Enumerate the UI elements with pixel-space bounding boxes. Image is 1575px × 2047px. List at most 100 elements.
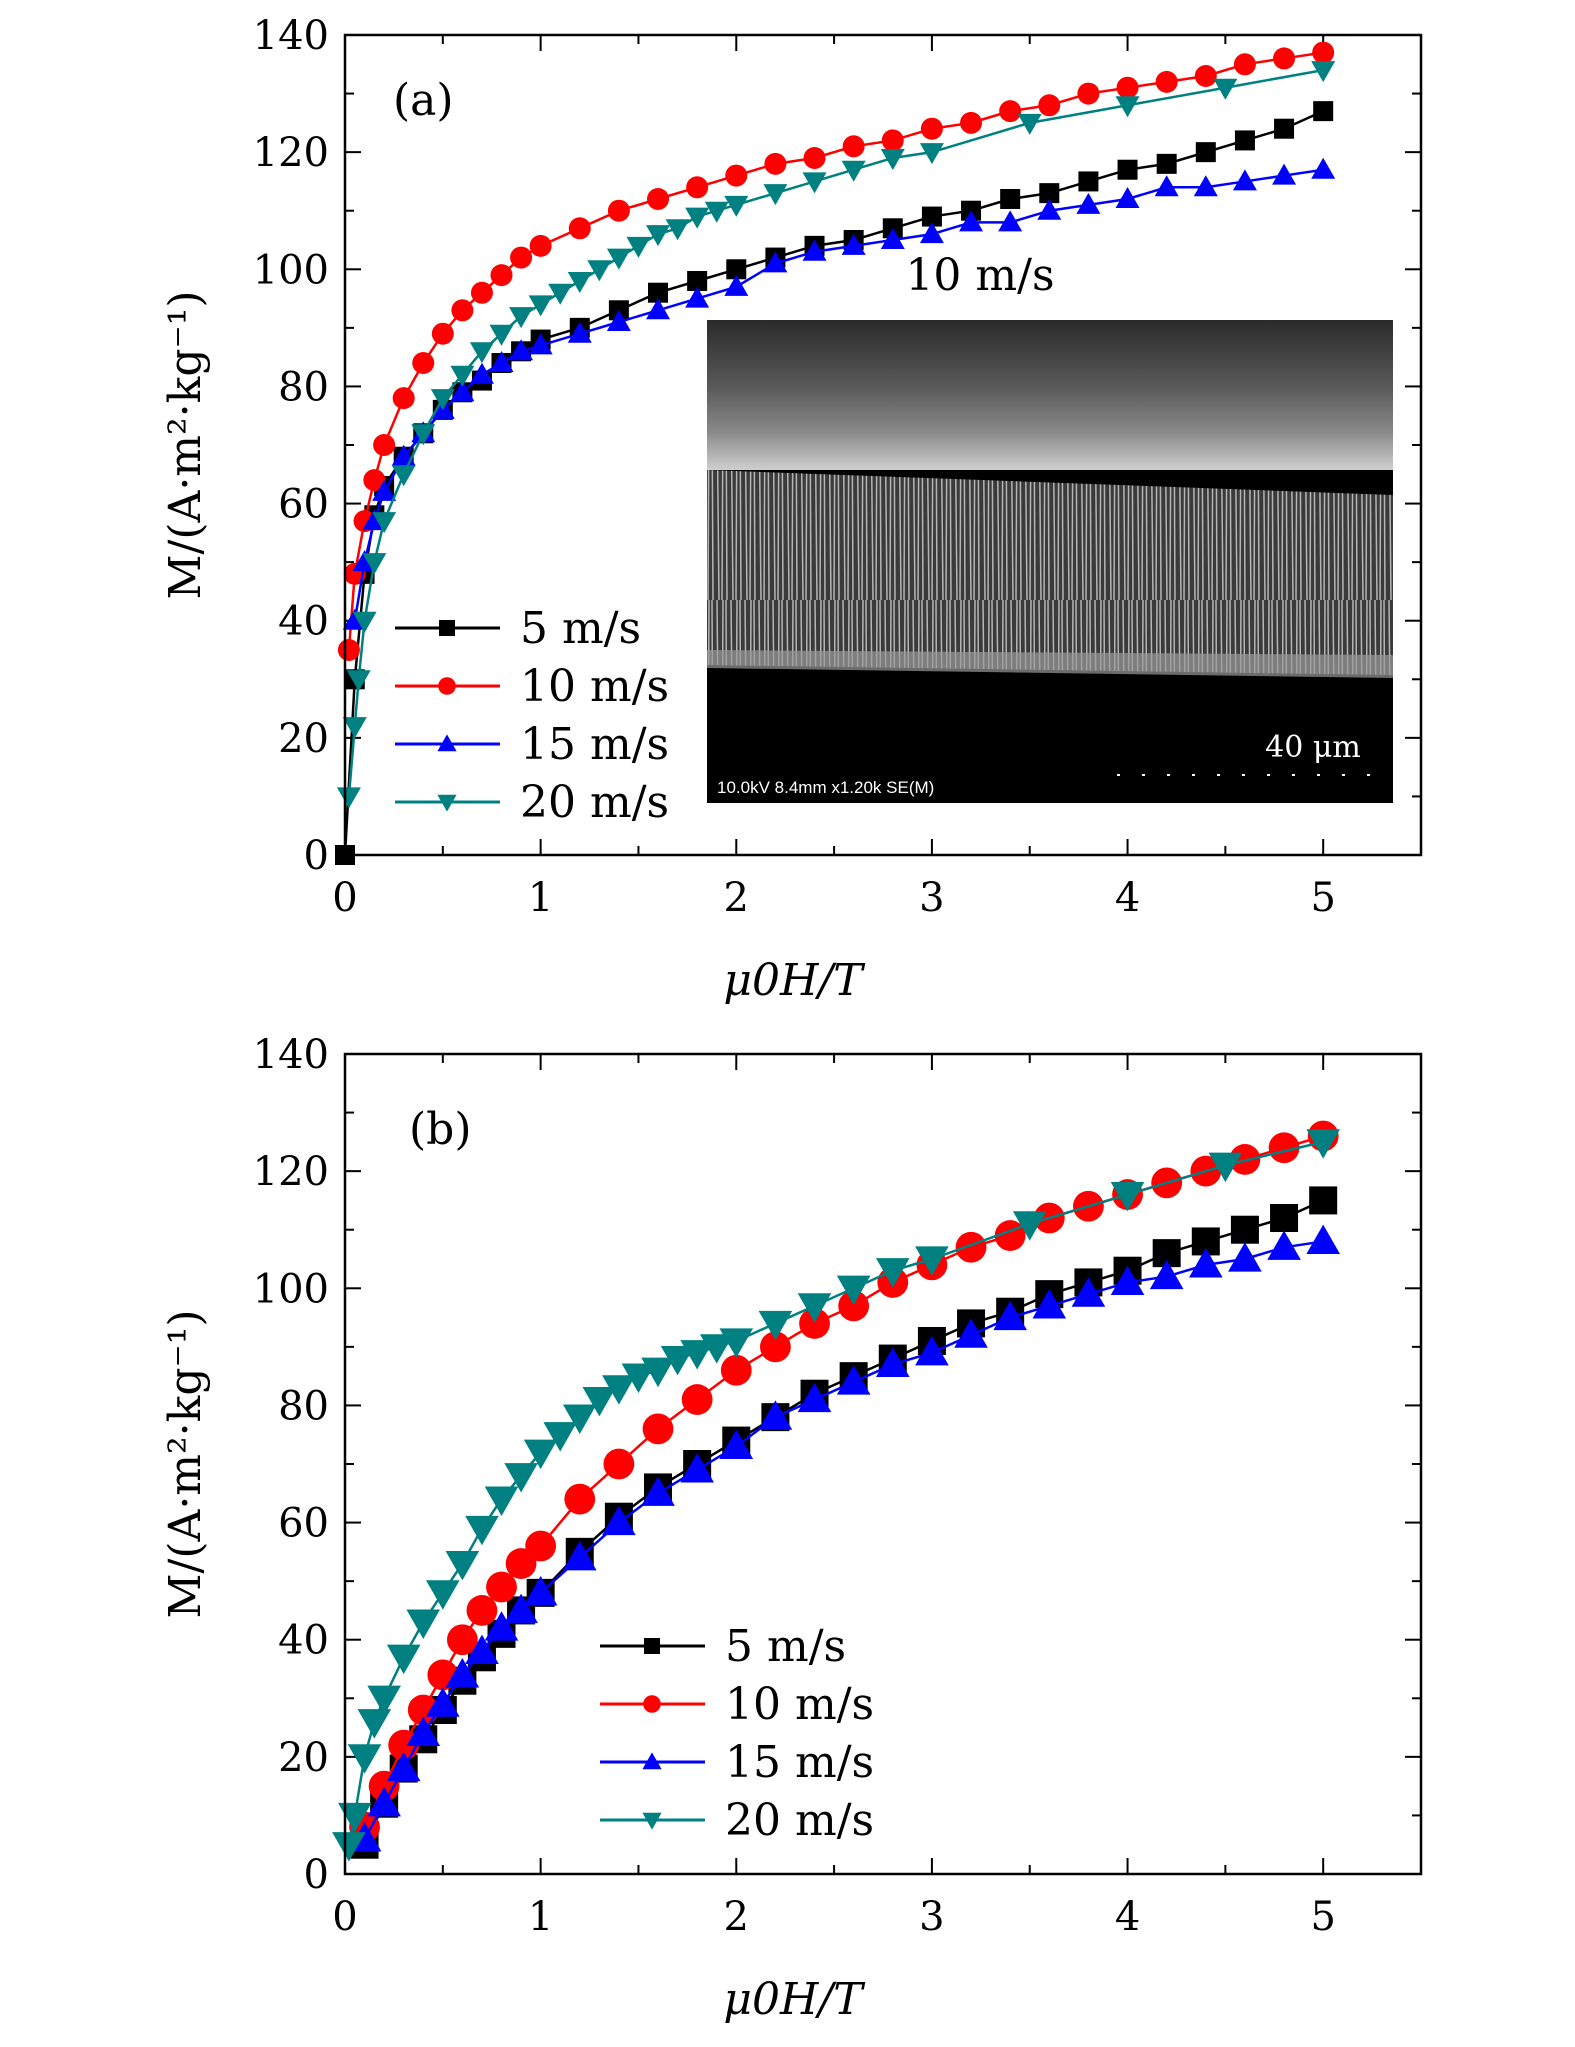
data-point bbox=[486, 1571, 517, 1603]
series-3 bbox=[332, 1129, 1340, 1862]
data-point bbox=[568, 217, 591, 240]
data-point bbox=[445, 1550, 480, 1581]
data-point bbox=[587, 260, 612, 282]
y-tick-label: 20 bbox=[278, 716, 329, 762]
y-tick-label: 20 bbox=[278, 1735, 329, 1781]
y-tick-label: 100 bbox=[253, 247, 329, 293]
data-point bbox=[1110, 1181, 1145, 1212]
data-point bbox=[346, 670, 371, 692]
data-point bbox=[799, 1308, 830, 1339]
legend-marker bbox=[437, 794, 457, 812]
data-point bbox=[567, 272, 592, 293]
data-point bbox=[881, 129, 904, 152]
data-point bbox=[504, 1463, 538, 1493]
plot-frame bbox=[343, 33, 1423, 857]
y-tick-label: 140 bbox=[253, 13, 329, 59]
data-point bbox=[1077, 82, 1100, 105]
data-point bbox=[764, 152, 787, 175]
legend-marker bbox=[642, 1812, 662, 1830]
data-point bbox=[1155, 70, 1178, 93]
y-tick-label: 60 bbox=[278, 482, 329, 528]
data-point bbox=[797, 1293, 832, 1323]
data-point bbox=[959, 210, 984, 232]
y-tick-label: 120 bbox=[253, 1149, 329, 1195]
data-point bbox=[919, 222, 944, 244]
data-point bbox=[1233, 53, 1256, 76]
data-point bbox=[1037, 198, 1062, 220]
data-point bbox=[646, 225, 671, 247]
y-tick-label: 120 bbox=[253, 130, 329, 176]
data-point bbox=[1071, 1277, 1106, 1307]
data-point bbox=[1076, 192, 1101, 214]
data-point bbox=[510, 246, 533, 269]
data-point bbox=[603, 1448, 635, 1480]
data-point bbox=[646, 298, 671, 320]
data-point bbox=[1208, 1152, 1243, 1183]
data-point bbox=[525, 1530, 557, 1562]
data-point bbox=[1012, 1211, 1047, 1241]
data-point bbox=[880, 149, 905, 170]
data-point bbox=[504, 1593, 538, 1624]
data-point bbox=[797, 1382, 832, 1413]
data-point bbox=[430, 389, 455, 411]
data-point bbox=[367, 1685, 401, 1716]
data-point bbox=[1311, 61, 1336, 83]
data-point bbox=[337, 639, 360, 661]
y-tick-label: 0 bbox=[304, 1852, 329, 1898]
data-point bbox=[392, 387, 415, 410]
data-point bbox=[450, 380, 475, 402]
data-point bbox=[1032, 1289, 1067, 1319]
data-point bbox=[665, 219, 690, 241]
legend-label: 20 m/s bbox=[520, 777, 669, 828]
series-1 bbox=[337, 41, 1335, 661]
data-point bbox=[998, 210, 1023, 232]
data-point bbox=[763, 184, 788, 206]
data-point bbox=[406, 1609, 441, 1639]
data-point bbox=[720, 1354, 752, 1386]
data-point bbox=[1306, 1224, 1340, 1255]
data-point bbox=[1193, 175, 1218, 197]
data-point bbox=[386, 1751, 421, 1782]
series-1 bbox=[349, 1120, 1339, 1843]
inset-title: 10 m/s bbox=[905, 250, 1054, 301]
data-point bbox=[641, 1357, 675, 1388]
data-point bbox=[509, 339, 534, 361]
legend-label: 5 m/s bbox=[520, 603, 641, 654]
data-point bbox=[386, 1644, 421, 1675]
x-tick-label: 1 bbox=[528, 875, 553, 921]
data-point bbox=[758, 1310, 793, 1341]
x-tick-label: 2 bbox=[724, 875, 749, 921]
data-point bbox=[1110, 1265, 1145, 1296]
y-axis-label: M/(A·m²·kg⁻¹) bbox=[160, 290, 211, 599]
data-point bbox=[469, 342, 494, 364]
y-tick-label: 40 bbox=[278, 599, 329, 645]
sem-fracture-cross-section bbox=[707, 470, 1393, 675]
data-point bbox=[445, 1658, 480, 1688]
data-point bbox=[699, 1334, 734, 1364]
data-point bbox=[841, 233, 866, 255]
data-point bbox=[426, 1580, 460, 1610]
data-point bbox=[332, 1832, 366, 1862]
data-point bbox=[1149, 1259, 1184, 1290]
x-tick-label: 5 bbox=[1310, 1894, 1335, 1940]
data-point bbox=[336, 787, 361, 809]
panel-label: (a) bbox=[393, 75, 454, 126]
data-point bbox=[562, 1404, 597, 1434]
y-tick-label: 80 bbox=[278, 1383, 329, 1429]
legend-label: 10 m/s bbox=[520, 661, 669, 712]
data-point bbox=[993, 1300, 1027, 1331]
data-point bbox=[564, 1483, 596, 1515]
data-point bbox=[523, 1439, 558, 1470]
data-point bbox=[719, 1328, 754, 1358]
data-point bbox=[363, 469, 386, 492]
panel-a: 0 1 2 3 4 5 0 20 40 60 80 100 120 140 μ0H/T M/(A·m²·kg⁻… bbox=[160, 13, 1423, 1006]
data-point bbox=[836, 1275, 871, 1306]
data-point bbox=[607, 199, 630, 222]
sem-surface-region bbox=[707, 320, 1393, 470]
x-axis-label: μ0H/T bbox=[723, 955, 866, 1006]
data-point bbox=[954, 1318, 988, 1348]
plot-frame bbox=[343, 1052, 1423, 1876]
data-point bbox=[407, 1694, 439, 1726]
data-point bbox=[1156, 153, 1177, 174]
data-point bbox=[802, 239, 827, 261]
